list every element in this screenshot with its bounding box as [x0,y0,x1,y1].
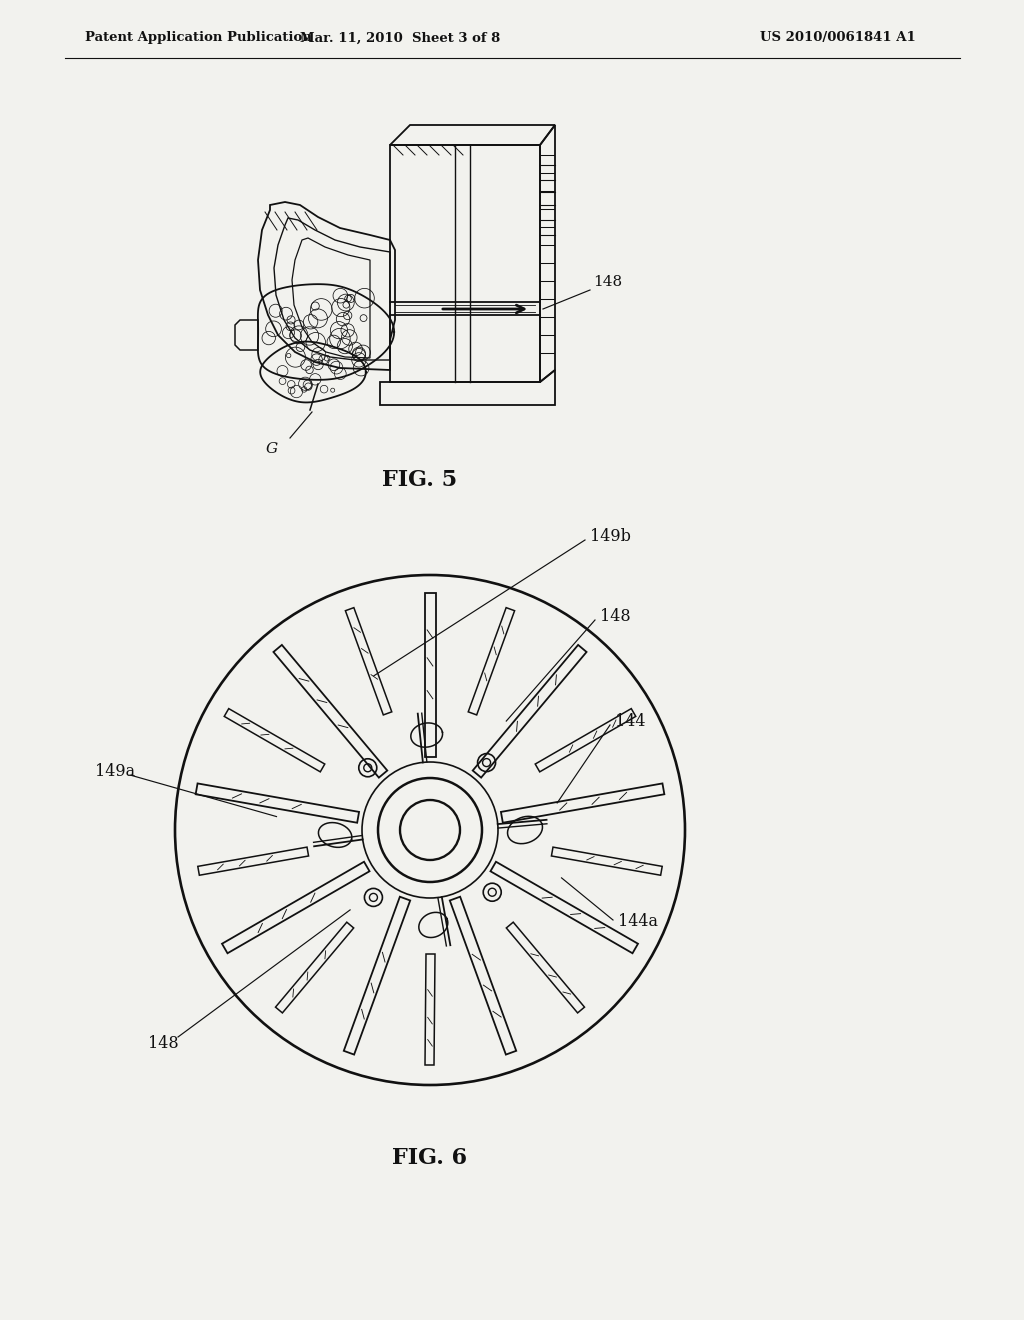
Text: 148: 148 [148,1035,178,1052]
Text: FIG. 6: FIG. 6 [392,1147,468,1170]
Text: Mar. 11, 2010  Sheet 3 of 8: Mar. 11, 2010 Sheet 3 of 8 [300,32,500,45]
Text: 148: 148 [600,609,631,624]
Text: 149b: 149b [590,528,631,545]
Text: FIG. 5: FIG. 5 [382,469,458,491]
Text: 148: 148 [593,275,623,289]
Text: 144a: 144a [618,913,658,931]
Text: G: G [266,442,279,455]
Text: US 2010/0061841 A1: US 2010/0061841 A1 [760,32,915,45]
Text: 149a: 149a [95,763,135,780]
Text: 144: 144 [615,713,645,730]
Text: Patent Application Publication: Patent Application Publication [85,32,311,45]
